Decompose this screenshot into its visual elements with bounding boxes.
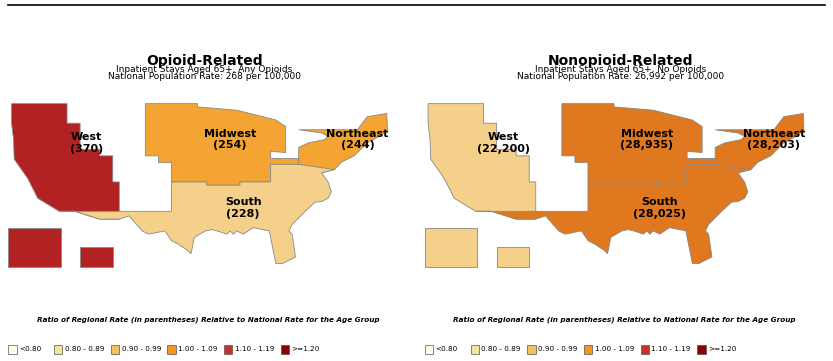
Text: Midwest
(254): Midwest (254) [204,129,257,150]
Text: 0.90 - 0.99: 0.90 - 0.99 [538,346,577,352]
Text: Midwest
(28,935): Midwest (28,935) [620,129,673,150]
Polygon shape [80,247,112,267]
Text: <0.80: <0.80 [436,346,458,352]
Polygon shape [60,164,335,264]
Polygon shape [716,113,804,173]
Text: Nonopioid-Related: Nonopioid-Related [548,54,693,68]
Text: Opioid-Related: Opioid-Related [146,54,262,68]
Polygon shape [476,164,751,264]
Text: 1.00 - 1.09: 1.00 - 1.09 [178,346,217,352]
Text: Northeast
(28,203): Northeast (28,203) [743,129,806,150]
Text: 0.80 - 0.89: 0.80 - 0.89 [481,346,521,352]
Text: South
(28,025): South (28,025) [633,197,686,219]
Text: >=1.20: >=1.20 [708,346,736,352]
Polygon shape [8,228,61,267]
Polygon shape [425,228,477,267]
Text: Inpatient Stays Aged 65+, Any Opioids: Inpatient Stays Aged 65+, Any Opioids [116,65,292,74]
Text: Northeast
(244): Northeast (244) [327,129,389,150]
Text: 1.10 - 1.19: 1.10 - 1.19 [235,346,274,352]
Polygon shape [146,104,299,185]
Text: 0.80 - 0.89: 0.80 - 0.89 [65,346,104,352]
Text: West
(370): West (370) [70,132,103,154]
Text: Ratio of Regional Rate (in parentheses) Relative to National Rate for the Age Gr: Ratio of Regional Rate (in parentheses) … [37,316,380,323]
Text: 1.10 - 1.19: 1.10 - 1.19 [651,346,691,352]
Text: >=1.20: >=1.20 [292,346,320,352]
Polygon shape [561,104,716,185]
Text: South
(228): South (228) [225,197,262,219]
Text: 1.00 - 1.09: 1.00 - 1.09 [595,346,634,352]
Polygon shape [428,104,536,219]
Polygon shape [12,104,119,219]
Text: Ratio of Regional Rate (in parentheses) Relative to National Rate for the Age Gr: Ratio of Regional Rate (in parentheses) … [453,316,796,323]
Text: National Population Rate: 26,992 per 100,000: National Population Rate: 26,992 per 100… [517,72,724,81]
Text: <0.80: <0.80 [19,346,42,352]
Polygon shape [299,113,387,173]
Text: Inpatient Stays Aged 65+, No Opioids: Inpatient Stays Aged 65+, No Opioids [535,65,706,74]
Text: West
(22,200): West (22,200) [476,132,530,154]
Polygon shape [496,247,529,267]
Text: 0.90 - 0.99: 0.90 - 0.99 [122,346,161,352]
Text: National Population Rate: 268 per 100,000: National Population Rate: 268 per 100,00… [107,72,301,81]
